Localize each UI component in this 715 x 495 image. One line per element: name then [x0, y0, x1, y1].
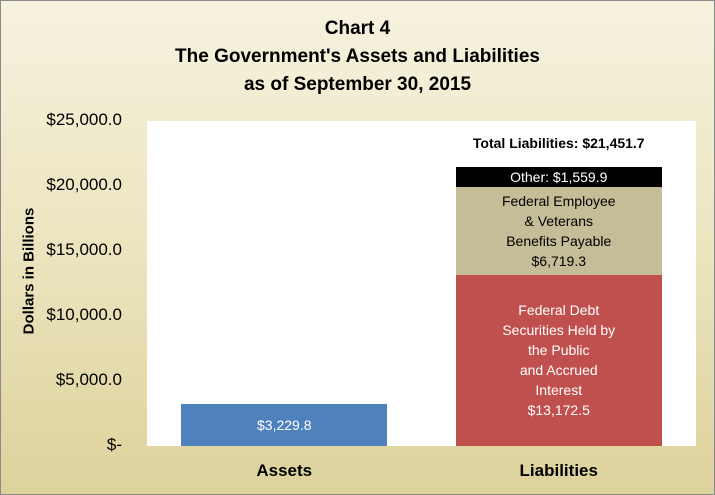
chart-title-line-3: as of September 30, 2015	[243, 74, 472, 95]
chart-title-line-2: The Government's Assets and Liabilities	[175, 46, 540, 67]
data-label: Other: $1,559.9	[510, 169, 608, 186]
x-category-label: Liabilities	[519, 461, 598, 480]
x-category-label: Assets	[256, 461, 313, 480]
bar-segment	[181, 404, 388, 446]
bar-segment	[455, 187, 662, 275]
y-tick-label: $10,000.0	[46, 305, 122, 324]
y-tick-label: $15,000.0	[46, 240, 122, 259]
y-tick-label: $5,000.0	[55, 370, 122, 389]
data-label: $3,229.8	[257, 417, 312, 433]
bar-segment	[455, 167, 662, 188]
y-tick-label: $-	[106, 435, 122, 454]
total-label: Total Liabilities: $21,451.7	[472, 135, 645, 152]
y-tick-label: $25,000.0	[46, 110, 122, 129]
y-tick-label: $20,000.0	[46, 175, 122, 194]
data-label: Federal Employee & Veterans Benefits Pay…	[501, 193, 616, 270]
bar-segment	[455, 274, 662, 446]
chart-title-line-1: Chart 4	[324, 18, 391, 39]
data-label: Federal Debt Securities Held by the Publ…	[502, 302, 616, 419]
